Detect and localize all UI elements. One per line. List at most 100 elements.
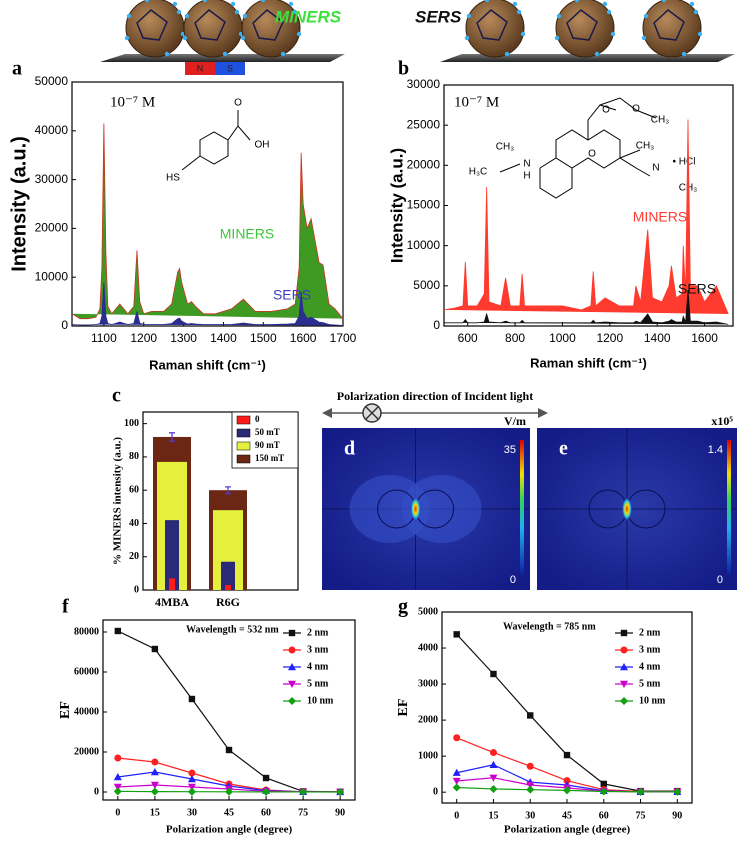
y-tick-label: 20 — [129, 551, 139, 562]
marker — [620, 697, 628, 705]
molecule-dot — [124, 35, 130, 41]
panel-letter: c — [112, 385, 121, 407]
nanoparticle — [183, 0, 243, 58]
y-tick-label: 20000 — [35, 221, 69, 235]
panel-letter: f — [62, 596, 69, 618]
marker — [599, 787, 608, 796]
marker — [563, 751, 571, 759]
marker — [452, 777, 461, 786]
molecule-dot — [464, 35, 470, 41]
colorbar-unit: V/m — [504, 414, 526, 428]
nanoparticle — [555, 0, 615, 58]
x-tick-label: 0 — [454, 810, 459, 821]
legend-label: 90 mT — [255, 440, 280, 450]
marker — [620, 663, 628, 671]
molecule-dot — [296, 31, 302, 37]
molecule-dot — [144, 0, 150, 3]
hotspot — [622, 497, 632, 521]
platform — [440, 54, 735, 62]
marker — [489, 760, 498, 768]
legend-label: 3 nm — [307, 644, 329, 655]
y-tick-label: 20000 — [74, 746, 99, 757]
legend-label: 10 nm — [307, 695, 334, 706]
x-tick-label: 1400 — [644, 331, 671, 345]
molecule-dot — [556, 13, 562, 19]
molecule-dot — [126, 13, 132, 19]
x-axis-title: Polarization angle (degree) — [166, 824, 293, 836]
marker — [490, 670, 497, 678]
series-label: MINERS — [220, 226, 274, 242]
colorbar-min: 0 — [717, 574, 723, 586]
y-axis-title: EF — [58, 701, 73, 719]
molecule-dot — [554, 35, 560, 41]
x-tick-label: 15 — [488, 810, 498, 821]
legend-swatch — [236, 415, 251, 425]
marker — [620, 646, 628, 654]
marker — [636, 787, 645, 796]
molecule-dot — [610, 31, 616, 37]
molecule-label: CH₃ — [636, 141, 655, 152]
y-tick-label: 80 — [129, 451, 139, 462]
molecule-dot — [182, 35, 188, 41]
molecule-label: O — [234, 98, 242, 109]
marker — [526, 785, 535, 794]
spectrum — [71, 282, 344, 326]
molecule-dot — [594, 51, 600, 57]
marker — [187, 775, 196, 783]
marker — [225, 787, 233, 796]
molecule-dot — [164, 51, 170, 57]
molecule-skeleton — [499, 97, 657, 199]
molecule-label: N — [652, 163, 659, 174]
marker — [563, 786, 571, 795]
marker — [336, 787, 345, 796]
x-tick-label: 1400 — [210, 331, 237, 345]
y-tick-label: 60000 — [74, 666, 99, 677]
molecule-dot — [242, 13, 248, 19]
marker — [150, 781, 159, 789]
legend-label: 4 nm — [639, 661, 661, 672]
molecule-label: H — [523, 171, 530, 182]
legend-label: 50 mT — [255, 427, 280, 437]
y-axis-title: Intensity (a.u.) — [8, 136, 30, 272]
marker — [288, 663, 296, 671]
y-tick-label: 3000 — [418, 678, 438, 689]
annotation: Wavelength = 532 nm — [186, 624, 279, 635]
x-tick-label: 1500 — [250, 331, 277, 345]
molecule-label: O — [588, 149, 596, 160]
legend-swatch — [236, 428, 251, 438]
x-tick-label: 1600 — [290, 331, 317, 345]
legend-label: 2 nm — [307, 627, 329, 638]
molecule-dot — [689, 1, 695, 7]
y-tick-label: 60 — [129, 484, 139, 495]
x-tick-label: 30 — [187, 807, 197, 818]
legend-swatch — [236, 441, 251, 451]
series-label: SERS — [273, 287, 311, 303]
error-bar — [169, 432, 175, 442]
molecule-label: CH₃ — [651, 115, 670, 126]
marker — [188, 769, 196, 777]
hotspot — [410, 497, 421, 521]
legend-label: 10 nm — [639, 695, 666, 706]
x-tick-label: 1300 — [170, 331, 197, 345]
x-tick-label: 15 — [150, 807, 160, 818]
x-tick-label: 1200 — [130, 331, 157, 345]
x-axis-title: Raman shift (cm⁻¹) — [149, 357, 266, 372]
molecule-dot — [184, 13, 190, 19]
y-tick-label: 5000 — [413, 278, 440, 292]
marker — [489, 784, 498, 793]
y-tick-label: 4000 — [418, 642, 438, 653]
colorbar-min: 0 — [510, 574, 516, 586]
molecule-dot — [234, 9, 240, 15]
molecule-dot — [520, 31, 526, 37]
legend-swatch — [236, 454, 251, 464]
legend-label: 150 mT — [255, 453, 284, 463]
magnet-north — [185, 62, 215, 75]
molecule-label: H₃C — [469, 167, 488, 178]
marker — [187, 787, 196, 796]
marker — [151, 758, 159, 766]
nanoparticle — [125, 0, 185, 58]
illustration-label: MINERS — [275, 7, 342, 26]
molecule-label: HS — [166, 173, 180, 184]
